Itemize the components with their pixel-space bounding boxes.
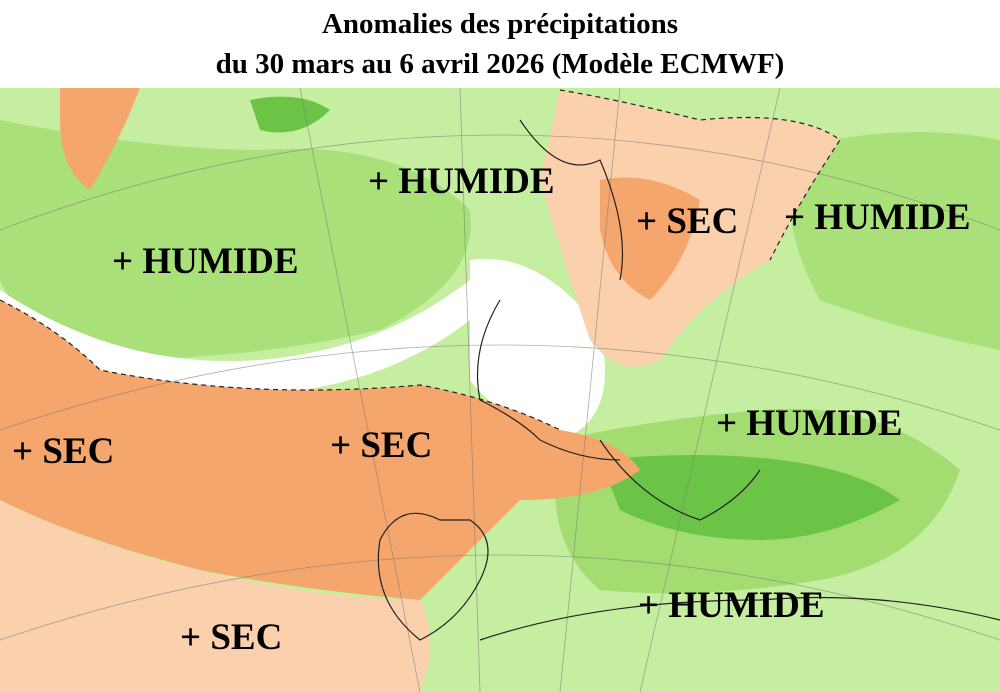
label-humide-atlantic-north: + HUMIDE <box>112 241 299 282</box>
title-line-1: Anomalies des précipitations <box>321 8 679 40</box>
dry-zone-atlantic <box>0 300 640 600</box>
graticule <box>0 88 1000 692</box>
precipitation-anomaly-map <box>0 88 1000 692</box>
label-humide-balkans: + HUMIDE <box>716 403 903 444</box>
dry-zone-greenland <box>60 88 140 190</box>
dry-zone-baltic-core <box>600 177 700 300</box>
neutral-zone-europe <box>470 258 605 440</box>
neutral-zone-atlantic <box>0 280 470 395</box>
label-humide-russia: + HUMIDE <box>784 197 971 238</box>
anomaly-contours <box>0 89 841 431</box>
title-line-2: du 30 mars au 6 avril 2026 (Modèle ECMWF… <box>215 48 785 80</box>
very-humid-zone-greenland <box>250 96 330 133</box>
label-sec-baltic: + SEC <box>636 201 739 242</box>
humid-zone-russia <box>788 132 1000 350</box>
label-sec-biscay: + SEC <box>330 425 433 466</box>
label-sec-south-atlantic: + SEC <box>180 617 283 658</box>
humid-zone-north-atlantic <box>0 120 471 360</box>
label-humide-norway: + HUMIDE <box>368 161 555 202</box>
label-sec-west-atlantic: + SEC <box>12 431 115 472</box>
map-title: Anomalies des précipitations du 30 mars … <box>0 0 1000 88</box>
slightly-dry-zone-south <box>0 500 430 692</box>
coastlines <box>377 119 1000 641</box>
very-humid-zone-greece <box>600 455 900 540</box>
label-humide-mediterranean: + HUMIDE <box>638 585 825 626</box>
